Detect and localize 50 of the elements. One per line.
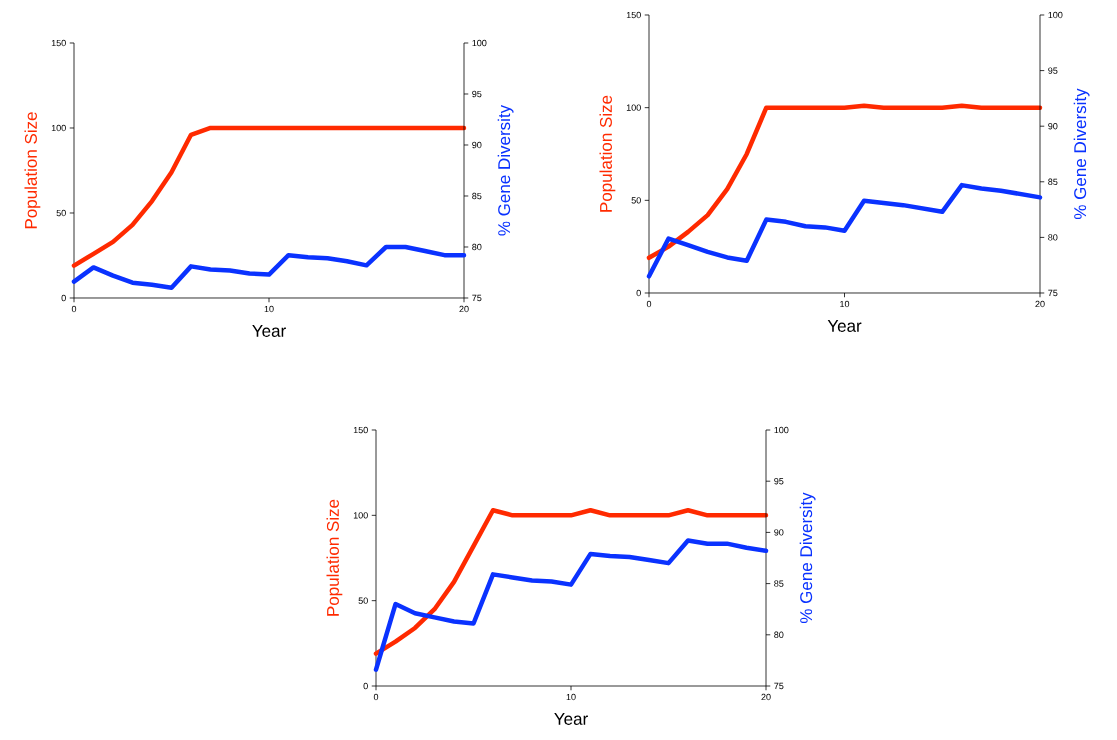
y2-tick-label: 90 xyxy=(774,529,784,536)
x-axis-title: Year xyxy=(252,325,286,337)
x-tick-label: 10 xyxy=(264,305,274,313)
x-tick-label: 20 xyxy=(459,305,469,313)
x-tick-label: 10 xyxy=(840,300,850,308)
y2-axis-title: % Gene Diversity xyxy=(1073,88,1090,220)
y-axis-title: Population Size xyxy=(326,499,343,616)
x-tick-label: 20 xyxy=(761,693,771,701)
y2-tick-label: 75 xyxy=(774,682,784,690)
x-tick-label: 20 xyxy=(1035,300,1045,308)
x-tick-label: 10 xyxy=(566,693,576,701)
y-tick-label: 100 xyxy=(353,512,368,519)
y2-tick-label: 90 xyxy=(1048,123,1058,130)
y2-tick-label: 80 xyxy=(1048,234,1058,241)
y-tick-label: 150 xyxy=(353,426,368,434)
y-axis-title: Population Size xyxy=(599,95,616,212)
x-tick-label: 0 xyxy=(646,300,652,308)
y2-tick-label: 85 xyxy=(1048,178,1058,185)
y2-axis-title: % Gene Diversity xyxy=(799,492,816,624)
y2-tick-label: 80 xyxy=(774,631,784,638)
y-tick-label: 150 xyxy=(51,39,66,47)
y-tick-label: 100 xyxy=(626,104,641,111)
y2-tick-label: 90 xyxy=(472,141,482,149)
y-tick-label: 50 xyxy=(56,209,66,217)
y-axis-title: Population Size xyxy=(24,112,41,229)
x-axis-title: Year xyxy=(554,713,588,725)
line-series xyxy=(373,538,769,672)
y-tick-label: 0 xyxy=(636,289,641,297)
y-tick-label: 50 xyxy=(631,197,641,204)
y2-tick-label: 85 xyxy=(774,580,784,587)
y2-tick-label: 75 xyxy=(1048,289,1058,297)
y-tick-label: 50 xyxy=(358,597,368,604)
y-tick-label: 0 xyxy=(61,294,66,302)
y-tick-label: 0 xyxy=(363,682,368,690)
y2-tick-label: 100 xyxy=(774,426,789,434)
y2-tick-label: 100 xyxy=(1048,11,1063,19)
y-tick-label: 150 xyxy=(626,11,641,19)
y2-tick-label: 95 xyxy=(774,478,784,485)
x-tick-label: 0 xyxy=(373,693,379,701)
x-tick-label: 0 xyxy=(71,305,77,313)
y2-tick-label: 75 xyxy=(472,294,482,302)
y2-tick-label: 85 xyxy=(472,192,482,200)
y-tick-label: 100 xyxy=(51,124,66,132)
y2-tick-label: 95 xyxy=(472,90,482,98)
y2-tick-label: 95 xyxy=(1048,67,1058,74)
y2-tick-label: 100 xyxy=(472,39,487,47)
line-series xyxy=(71,244,467,291)
y2-axis-title: % Gene Diversity xyxy=(497,104,514,236)
y2-tick-label: 80 xyxy=(472,243,482,251)
x-axis-title: Year xyxy=(827,320,862,332)
